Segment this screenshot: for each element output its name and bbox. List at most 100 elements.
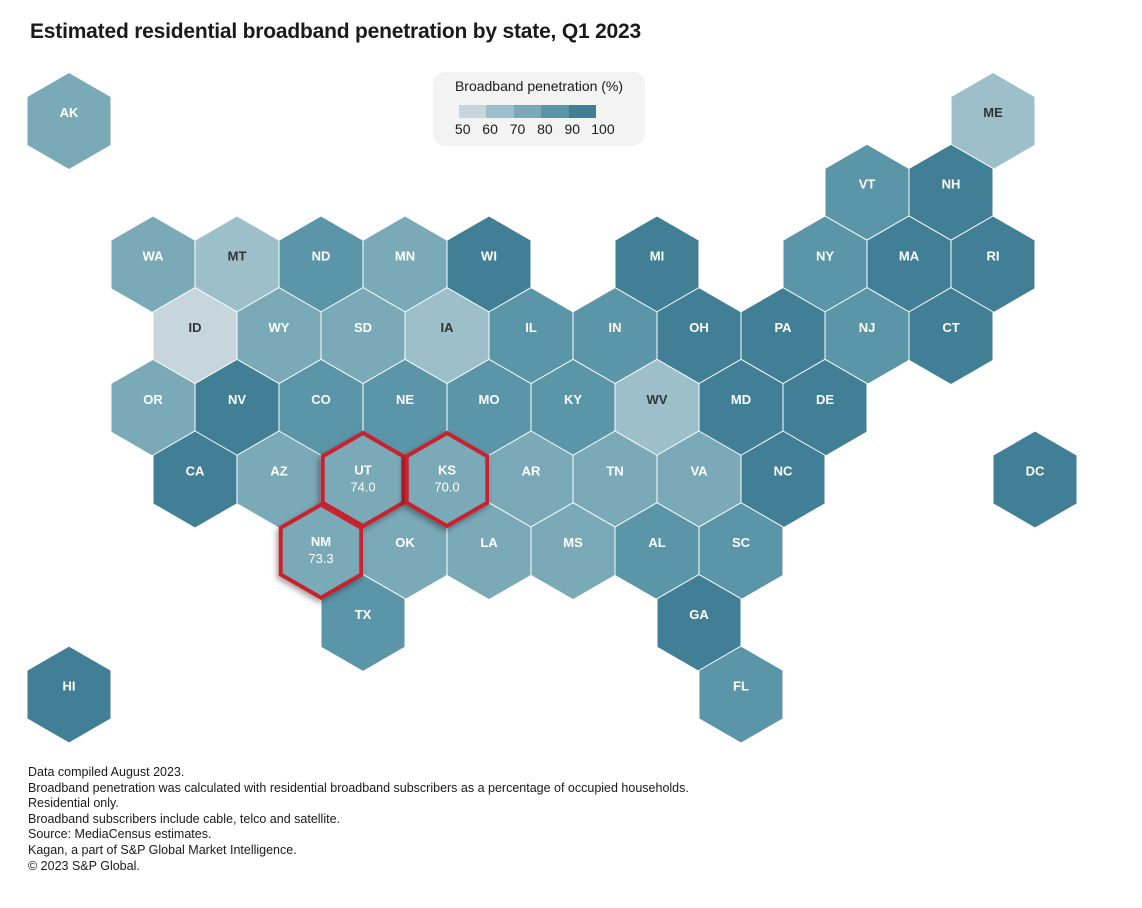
hex-tile (992, 430, 1078, 529)
state-label: OK (395, 535, 415, 550)
legend-tick: 100 (591, 121, 615, 137)
state-label: WV (647, 392, 668, 407)
state-label: MS (563, 535, 583, 550)
footnote: Data compiled August 2023. (28, 765, 185, 779)
footnote: Broadband penetration was calculated wit… (28, 780, 689, 795)
state-label: NY (816, 248, 834, 263)
hex-tile (26, 645, 112, 744)
state-hex-sc: SC (698, 502, 784, 601)
state-label: UT (354, 463, 371, 478)
legend-swatch-90-100 (568, 105, 596, 118)
state-label: MN (395, 248, 415, 263)
state-label: ME (983, 105, 1003, 120)
legend-swatch-50-60 (459, 105, 487, 118)
hex-tile (278, 502, 364, 601)
hex-tile (26, 71, 112, 171)
state-label: ND (312, 248, 331, 263)
footnote: © 2023 S&P Global. (28, 858, 140, 873)
state-label: AL (648, 535, 665, 550)
state-label: LA (480, 535, 498, 550)
state-label: TX (355, 607, 372, 622)
state-label: WI (481, 248, 497, 263)
chart-title: Estimated residential broadband penetrat… (30, 20, 641, 43)
state-hex-fl: FL (698, 645, 784, 744)
legend: Broadband penetration (%) 50 60 70 80 90… (433, 72, 645, 146)
legend-swatch-80-90 (541, 105, 569, 118)
legend-tick: 60 (482, 121, 498, 137)
state-label: DE (816, 392, 834, 407)
legend-tick: 50 (454, 121, 471, 137)
hex-map: AK ME VT NH WA MT ND MN WI MI NY MA RI ID WY SD IA IL IN OH… (26, 71, 1078, 744)
state-label: HI (63, 679, 76, 694)
state-hex-ut: UT 74.0 (320, 430, 406, 529)
legend-swatch-70-80 (513, 105, 542, 118)
state-hex-nm: NM 73.3 (278, 502, 364, 601)
state-label: OH (689, 320, 709, 335)
state-label: FL (733, 679, 749, 694)
state-label: NC (774, 464, 793, 479)
footnote: Kagan, a part of S&P Global Market Intel… (28, 842, 297, 857)
hex-tile (698, 645, 784, 744)
state-label: TN (606, 464, 623, 479)
state-value: 73.3 (308, 551, 333, 566)
legend-tick: 80 (537, 121, 553, 137)
state-hex-de: DE (782, 358, 868, 457)
state-label: SC (732, 535, 751, 550)
state-value: 70.0 (434, 480, 459, 495)
footnotes: Data compiled August 2023. Broadband pen… (28, 765, 689, 874)
state-label: OR (143, 392, 163, 407)
state-label: NV (228, 392, 246, 407)
state-hex-wv: WV (614, 358, 700, 457)
state-label: WA (143, 248, 165, 263)
state-label: SD (354, 320, 372, 335)
state-hex-ri: RI (950, 215, 1036, 314)
state-label: DC (1026, 464, 1045, 479)
state-hex-ct: CT (908, 287, 994, 386)
state-label: IA (441, 320, 455, 335)
state-label: AZ (270, 464, 287, 479)
state-label: MI (650, 248, 664, 263)
legend-ticks: 50 60 70 80 90 100 (449, 121, 620, 137)
state-label: NM (311, 534, 331, 549)
state-hex-wi: WI (446, 215, 532, 314)
state-label: CO (311, 392, 331, 407)
legend-swatch-60-70 (486, 105, 514, 118)
state-label: MD (731, 392, 751, 407)
state-label: PA (774, 320, 792, 335)
state-label: NJ (859, 320, 876, 335)
footnote: Residential only. (28, 796, 119, 811)
legend-title: Broadband penetration (%) (454, 78, 624, 94)
footnote: Broadband subscribers include cable, tel… (28, 811, 340, 826)
state-label: RI (987, 248, 1000, 263)
state-label: VT (859, 177, 876, 192)
state-label: NH (942, 177, 961, 192)
state-hex-nc: NC (740, 430, 826, 529)
footnote: Source: MediaCensus estimates. (28, 827, 212, 842)
state-hex-hi: HI (26, 645, 112, 744)
state-hex-ak: AK (26, 71, 112, 171)
legend-tick: 90 (564, 121, 581, 137)
state-value: 74.0 (350, 480, 375, 495)
hex-tile (320, 430, 406, 529)
state-hex-wa: WA (110, 215, 196, 314)
state-hex-ma: MA (866, 215, 952, 314)
state-hex-in: IN (572, 287, 658, 386)
state-label: MT (228, 248, 247, 263)
state-label: VA (690, 464, 708, 479)
state-label: IN (609, 320, 622, 335)
state-label: AR (522, 464, 541, 479)
state-label: WY (269, 320, 290, 335)
state-label: KY (564, 392, 582, 407)
legend-tick: 70 (509, 121, 526, 137)
state-hex-dc: DC (992, 430, 1078, 529)
state-label: IL (525, 320, 537, 335)
state-hex-ks: KS 70.0 (404, 430, 490, 529)
state-hex-nh: NH (908, 143, 994, 242)
state-label: MO (479, 392, 500, 407)
state-label: CA (186, 464, 205, 479)
hex-tile (404, 430, 490, 529)
state-label: MA (899, 248, 920, 263)
state-hex-mt: MT (194, 215, 280, 314)
state-label: GA (689, 607, 709, 622)
hex-tile (908, 287, 994, 386)
